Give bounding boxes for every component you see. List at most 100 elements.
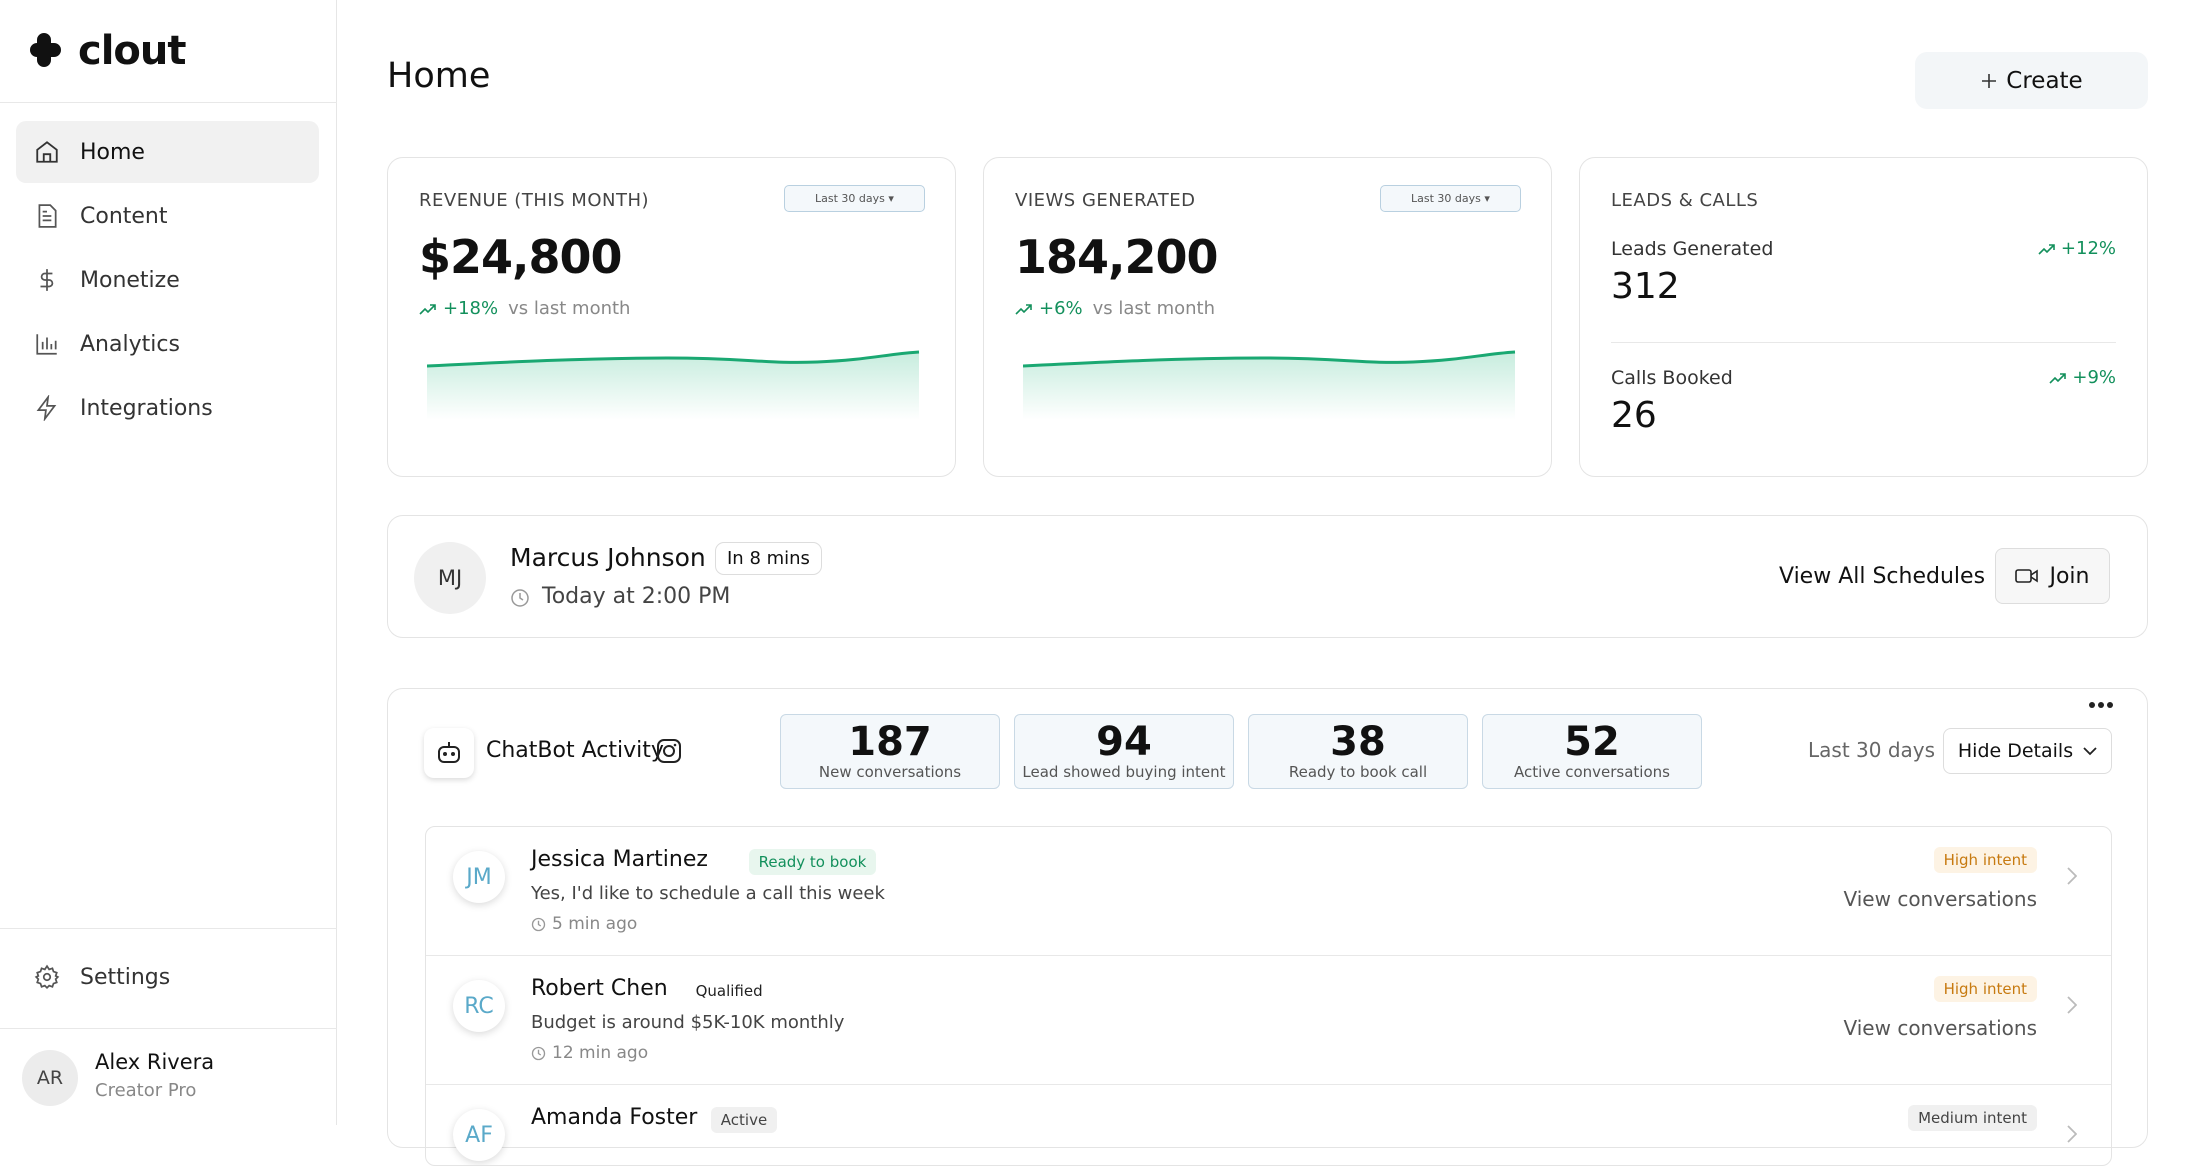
time-label: 5 min ago: [552, 914, 638, 934]
nav-item[interactable]: Integrations: [16, 377, 319, 439]
intent-badge: High intent: [1933, 976, 2037, 1002]
chevron-part: [2067, 996, 2077, 1014]
chevron-down: [2083, 746, 2097, 755]
sparkline-part: [427, 350, 920, 368]
view-conversations[interactable]: View conversations: [1843, 1016, 2038, 1040]
contact-name: Robert Chen: [531, 976, 668, 1001]
change-note: vs last month: [1092, 298, 1216, 319]
nav-item[interactable]: Analytics: [16, 313, 319, 375]
period-filter[interactable]: Last 30 days ▾: [1380, 185, 1521, 212]
trend-icon-part: [2049, 372, 2067, 384]
meeting-name: Marcus Johnson: [510, 543, 706, 572]
trend-icon-part: [2038, 243, 2055, 255]
divider: [0, 102, 337, 103]
divider: [0, 1028, 337, 1029]
chatbot-title: ChatBot Activity: [486, 738, 664, 763]
metric-card: VIEWS GENERATED Last 30 days ▾ 184,200 +6% v…: [983, 157, 1552, 477]
more-icon[interactable]: [2088, 701, 2114, 709]
nav-item[interactable]: Home: [16, 121, 319, 183]
view-all-schedules[interactable]: View All Schedules: [1779, 564, 1986, 589]
create-button[interactable]: Create: [1915, 52, 2148, 109]
clock-icon-part: [537, 920, 542, 927]
contact-avatar: JM: [453, 851, 505, 903]
nav-item[interactable]: Content: [16, 185, 319, 247]
bot-icon: [424, 728, 474, 778]
divider: [0, 928, 337, 929]
stat-value: 38: [1330, 719, 1386, 765]
contact-avatar: RC: [453, 980, 505, 1032]
conversation-row[interactable]: JM Jessica Martinez Ready to book Yes, I'd …: [426, 827, 2111, 955]
card-value: 184,200: [1015, 230, 1219, 284]
time: 5 min ago: [531, 914, 637, 934]
change-value: +18%: [443, 298, 499, 319]
chevron: [2067, 867, 2077, 885]
meeting-avatar: MJ: [414, 542, 486, 614]
status-badge: Active: [710, 1107, 778, 1133]
lead-label: Calls Booked: [1611, 367, 1733, 389]
time-label: 12 min ago: [552, 1043, 649, 1063]
intent-badge: High intent: [1933, 847, 2037, 873]
create-label: Create: [2006, 67, 2083, 94]
leads-card: LEADS & CALLS Leads Generated 312 +12% Call…: [1579, 157, 2148, 477]
join-label: Join: [2049, 563, 2090, 589]
status-badge: Qualified: [685, 978, 773, 1004]
card-label: REVENUE (THIS MONTH): [419, 190, 650, 211]
sidebar: clout Home Content Monetize Analytics Integr…: [0, 0, 337, 1125]
nav-icon: [36, 334, 57, 355]
settings-link[interactable]: Settings: [16, 946, 319, 1008]
clock-icon-part: [531, 917, 546, 931]
nav-item[interactable]: Monetize: [16, 249, 319, 311]
conversation-row[interactable]: RC Robert Chen Qualified Budget is around $…: [426, 955, 2111, 1084]
contact-avatar: AF: [453, 1109, 505, 1161]
hide-details-button[interactable]: Hide Details: [1943, 728, 2112, 774]
clock-icon: [531, 1046, 546, 1060]
divider: [1611, 342, 2116, 343]
nav-label: Monetize: [80, 267, 180, 293]
conversation-row[interactable]: AF Amanda Foster Active Medium intent: [426, 1084, 2111, 1165]
chevron-part: [2067, 1125, 2077, 1143]
settings-icon: [34, 964, 60, 990]
meeting-time: Today at 2:00 PM: [542, 584, 731, 609]
change-value: +6%: [1039, 298, 1083, 319]
message: Yes, I'd like to schedule a call this we…: [531, 883, 885, 904]
view-conversations[interactable]: View conversations: [1843, 887, 2038, 911]
clock-icon: [531, 917, 546, 931]
sparkline: [427, 350, 920, 420]
card-value: $24,800: [419, 230, 623, 284]
card-label: LEADS & CALLS: [1611, 190, 1759, 211]
conversation-list: JM Jessica Martinez Ready to book Yes, I'd …: [425, 826, 2112, 1166]
user-name: Alex Rivera: [95, 1050, 215, 1074]
lead-value: 26: [1611, 395, 1657, 436]
trend-icon-part: [1015, 303, 1032, 315]
trend-icon: [2038, 243, 2055, 255]
chevron: [2067, 996, 2077, 1014]
status-badge: Ready to book: [748, 849, 877, 875]
intent-badge: Medium intent: [1908, 1105, 2037, 1131]
lead-change: +9%: [2049, 367, 2116, 388]
change: +6% vs last month: [1015, 298, 1215, 319]
sparkline-part: [1023, 352, 1515, 420]
logo[interactable]: clout: [30, 28, 186, 74]
metric-card: REVENUE (THIS MONTH) Last 30 days ▾ $24,80…: [387, 157, 956, 477]
change: +18% vs last month: [419, 298, 630, 319]
nav-icon-part: [42, 210, 52, 222]
lead-change: +12%: [2038, 238, 2116, 259]
trend-icon: [419, 303, 436, 315]
period-filter[interactable]: Last 30 days ▾: [784, 185, 925, 212]
trend-icon: [2049, 372, 2067, 384]
join-button[interactable]: Join: [1995, 548, 2110, 604]
meeting-card: MJ Marcus Johnson In 8 mins Today at 2:0…: [387, 515, 2148, 638]
nav-icon-part: [36, 141, 58, 163]
stat-box: 94 Lead showed buying intent: [1014, 714, 1234, 789]
chevron: [2067, 1125, 2077, 1143]
toggle-label: Hide Details: [1957, 740, 2074, 762]
video-icon: [2015, 569, 2039, 583]
stat-label: Lead showed buying intent: [1022, 763, 1226, 781]
nav-label: Analytics: [80, 331, 180, 357]
stat-box: 187 New conversations: [780, 714, 1000, 789]
lead-value: 312: [1611, 266, 1680, 307]
nav-label: Integrations: [80, 395, 213, 421]
chevron-part: [2067, 867, 2077, 885]
